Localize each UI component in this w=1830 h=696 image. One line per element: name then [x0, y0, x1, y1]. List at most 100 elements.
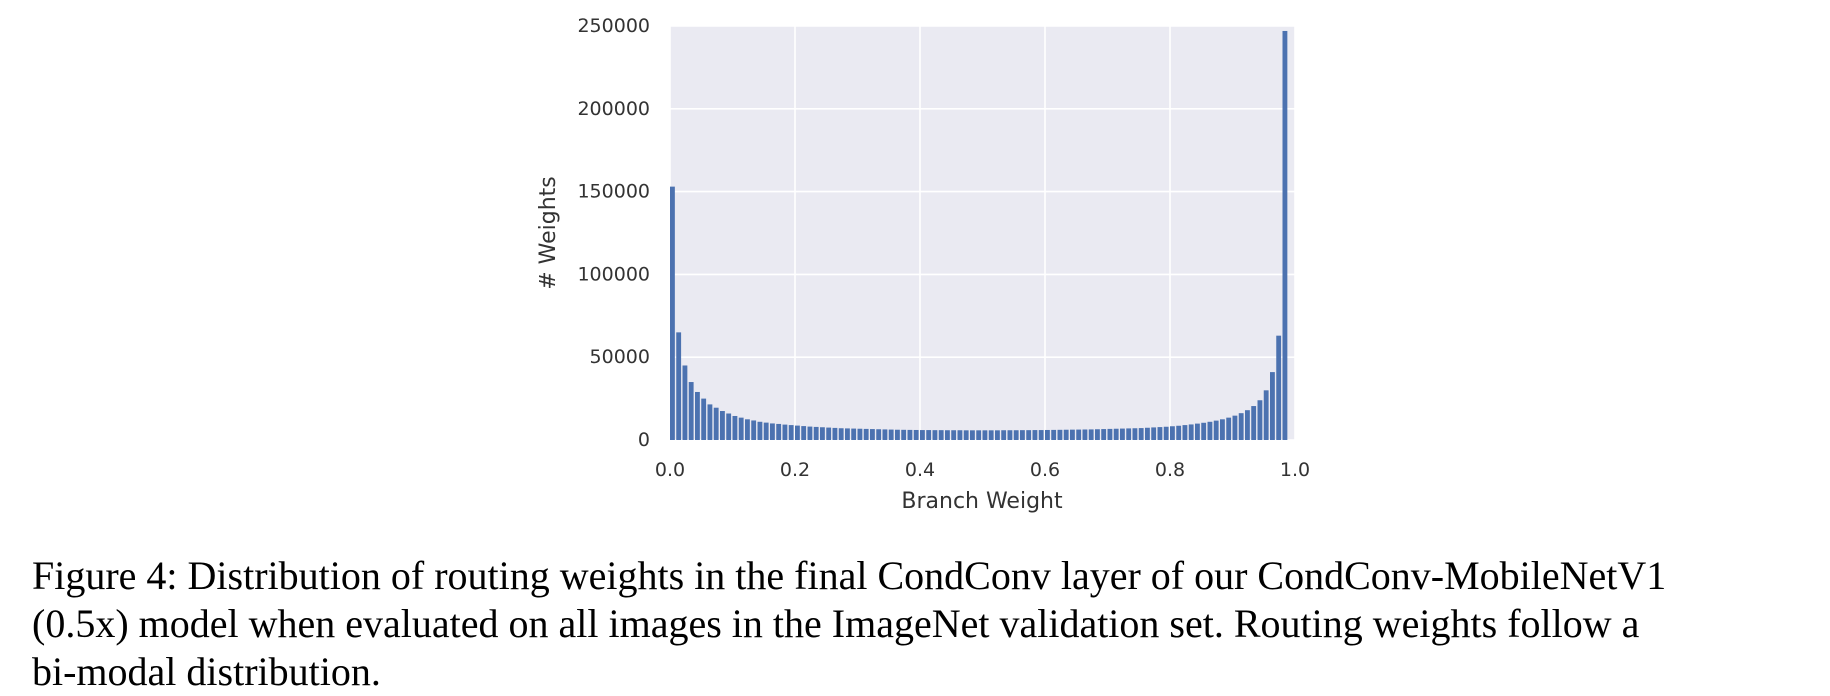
histogram-bar	[1070, 429, 1075, 440]
y-tick-labels: 0 50000 100000 150000 200000 250000	[577, 15, 650, 451]
histogram-bar	[1126, 428, 1132, 440]
histogram-bar	[882, 429, 888, 440]
histogram-bar	[926, 430, 932, 440]
histogram-bar	[801, 426, 807, 440]
histogram-bar	[1088, 429, 1094, 440]
histogram-bar	[1145, 427, 1150, 440]
histogram-bar	[688, 382, 694, 440]
histogram-bar	[838, 428, 844, 440]
caption-line: bi-modal distribution.	[32, 649, 381, 694]
histogram-bar	[995, 430, 1000, 440]
histogram-bar	[745, 419, 750, 440]
bars	[670, 30, 1288, 441]
histogram-bar	[851, 428, 857, 440]
x-tick-label: 0.4	[905, 459, 935, 481]
x-tick-label: 0.0	[655, 459, 685, 481]
histogram-bar	[1001, 430, 1007, 440]
histogram-bar	[1157, 427, 1163, 440]
histogram-bar	[732, 415, 738, 440]
histogram-bar	[951, 430, 957, 440]
x-axis-label: Branch Weight	[901, 489, 1063, 514]
histogram-bar	[982, 430, 988, 440]
y-axis-label: # Weights	[536, 176, 561, 290]
histogram-bar	[1226, 417, 1232, 440]
histogram-bar	[770, 423, 775, 440]
histogram-bar	[1007, 430, 1013, 440]
histogram-bar	[945, 430, 950, 440]
histogram-bar	[713, 407, 719, 440]
histogram-bar	[1038, 430, 1044, 440]
histogram-bar	[1132, 428, 1138, 440]
histogram-chart: 0.0 0.2 0.4 0.6 0.8 1.0 0 50000 100000 150000 200…	[536, 15, 1310, 514]
histogram-bar	[1188, 424, 1194, 440]
histogram-bar	[1195, 423, 1200, 440]
histogram-bar	[782, 424, 788, 440]
histogram-bar	[963, 430, 969, 440]
histogram-bar	[763, 422, 769, 440]
histogram-bar	[1120, 428, 1125, 440]
histogram-bar	[1138, 428, 1144, 440]
histogram-bar	[826, 427, 832, 440]
histogram-bar	[1176, 425, 1182, 440]
histogram-bar	[920, 430, 925, 440]
x-tick-label: 0.6	[1030, 459, 1060, 481]
y-tick-label: 100000	[577, 263, 650, 285]
histogram-bar	[795, 425, 800, 440]
y-tick-label: 50000	[590, 346, 650, 368]
histogram-bar	[1076, 429, 1082, 440]
histogram-bar	[726, 413, 732, 440]
histogram-bar	[813, 426, 819, 440]
histogram-bar	[720, 411, 725, 440]
histogram-bar	[701, 398, 707, 440]
histogram-bar	[1151, 427, 1157, 440]
histogram-bar	[1182, 425, 1188, 440]
histogram-bar	[1113, 428, 1119, 440]
x-tick-label: 0.2	[780, 459, 810, 481]
histogram-bar	[1057, 429, 1063, 440]
histogram-bar	[957, 430, 963, 440]
histogram-bar	[870, 429, 875, 440]
plot-area	[670, 26, 1295, 440]
histogram-bar	[876, 429, 882, 440]
histogram-bar	[682, 365, 688, 440]
x-tick-label: 1.0	[1280, 459, 1310, 481]
figure-caption: Figure 4: Distribution of routing weight…	[32, 552, 1822, 696]
histogram-bar	[1238, 413, 1244, 440]
x-tick-label: 0.8	[1155, 459, 1185, 481]
y-tick-label: 200000	[577, 98, 650, 120]
histogram-bar	[1257, 400, 1263, 440]
histogram-bar	[1032, 430, 1038, 440]
histogram-bar	[1201, 422, 1207, 440]
histogram-bar	[738, 417, 744, 440]
histogram-bar	[807, 426, 813, 440]
x-tick-labels: 0.0 0.2 0.4 0.6 0.8 1.0	[655, 459, 1310, 481]
histogram-bar	[707, 404, 713, 440]
histogram-bar	[1276, 335, 1282, 440]
histogram-bar	[676, 332, 682, 440]
histogram-bar	[970, 430, 975, 440]
histogram-bar	[895, 429, 900, 440]
histogram-bar	[1082, 429, 1088, 440]
histogram-bar	[1163, 426, 1169, 440]
histogram-bar	[1020, 430, 1025, 440]
histogram-bar	[932, 430, 938, 440]
histogram-bar	[757, 421, 763, 440]
histogram-bar	[788, 425, 794, 440]
histogram-bar	[832, 427, 838, 440]
histogram-bar	[1095, 429, 1100, 440]
histogram-bar	[1170, 426, 1175, 440]
caption-line: Figure 4: Distribution of routing weight…	[32, 553, 1667, 598]
histogram-bar	[1263, 390, 1269, 440]
histogram-bar	[1207, 421, 1213, 440]
histogram-bar	[1270, 372, 1275, 440]
y-tick-label: 250000	[577, 15, 650, 37]
histogram-bar	[1245, 410, 1250, 440]
histogram-bar	[988, 430, 994, 440]
histogram-bar	[907, 429, 913, 440]
histogram-bar	[751, 420, 757, 440]
histogram-bar	[888, 429, 894, 440]
histogram-bar	[1051, 429, 1057, 440]
histogram-bar	[695, 391, 700, 440]
y-tick-label: 150000	[577, 181, 650, 203]
